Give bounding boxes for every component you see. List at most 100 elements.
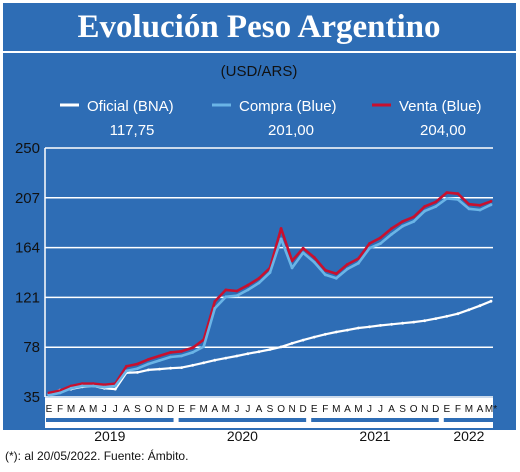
x-tick-label-27: A <box>344 404 351 415</box>
data-point-0-27 <box>346 328 349 332</box>
data-point-1-7 <box>125 369 128 373</box>
data-point-0-25 <box>323 332 327 336</box>
data-point-0-31 <box>390 322 393 326</box>
data-point-0-10 <box>158 367 161 371</box>
data-point-2-23 <box>301 246 305 250</box>
data-point-1-8 <box>136 367 139 370</box>
data-point-0-17 <box>235 354 239 358</box>
data-point-0-35 <box>434 317 438 320</box>
x-tick-label-11: D <box>167 404 174 415</box>
x-tick-label-5: J <box>102 404 107 415</box>
x-tick-label-3: A <box>79 404 86 415</box>
data-point-0-26 <box>334 330 338 334</box>
footnote: (*): al 20/05/2022. Fuente: Ámbito. <box>5 448 188 463</box>
x-tick-label-30: J <box>378 404 383 415</box>
data-point-2-9 <box>147 358 150 361</box>
data-point-1-9 <box>147 362 150 366</box>
data-point-1-0 <box>47 393 51 397</box>
data-point-0-23 <box>301 338 305 342</box>
data-point-2-10 <box>158 354 161 358</box>
y-tick-label-121: 121 <box>15 289 40 306</box>
data-point-1-17 <box>235 294 239 298</box>
data-point-2-35 <box>434 200 438 204</box>
data-point-2-34 <box>423 205 427 208</box>
data-point-1-2 <box>69 386 73 390</box>
x-tick-label-19: A <box>256 404 263 415</box>
data-point-2-17 <box>235 289 239 293</box>
data-point-2-7 <box>125 364 128 368</box>
data-point-1-21 <box>279 237 283 241</box>
x-tick-label-40: M* <box>485 404 497 415</box>
data-point-2-40 <box>489 199 493 203</box>
data-point-1-25 <box>323 273 327 277</box>
data-point-0-18 <box>246 352 250 356</box>
chart-title: Evolución Peso Argentino <box>77 9 440 45</box>
data-point-0-13 <box>191 363 195 367</box>
data-point-1-33 <box>412 220 416 223</box>
data-point-0-14 <box>202 361 206 365</box>
data-point-1-39 <box>478 208 482 212</box>
year-label-2021: 2021 <box>359 428 390 444</box>
data-point-0-20 <box>268 348 272 351</box>
data-point-2-8 <box>136 362 139 366</box>
x-tick-label-8: S <box>134 404 141 415</box>
axis-band <box>45 398 493 428</box>
data-point-1-3 <box>80 384 84 388</box>
x-tick-label-4: M <box>89 404 97 415</box>
data-point-0-16 <box>224 356 228 360</box>
x-tick-label-21: O <box>277 404 285 415</box>
legend: Oficial (BNA) 117,75 Compra (Blue) 201,0… <box>60 98 482 139</box>
data-point-0-29 <box>368 325 371 329</box>
x-tick-label-32: S <box>399 404 406 415</box>
x-tick-label-17: J <box>234 404 239 415</box>
data-point-0-36 <box>445 314 449 318</box>
data-point-0-9 <box>147 368 150 372</box>
x-tick-label-18: J <box>245 404 250 415</box>
data-point-2-28 <box>357 257 360 260</box>
x-tick-label-35: D <box>432 404 439 415</box>
data-point-1-23 <box>301 251 305 255</box>
data-point-2-0 <box>47 391 51 395</box>
data-point-1-30 <box>379 242 382 245</box>
year-label-2022: 2022 <box>453 428 484 444</box>
unit-label: (USD/ARS) <box>221 63 298 80</box>
y-tick-label-78: 78 <box>23 339 40 356</box>
year-label-2020: 2020 <box>227 428 258 444</box>
x-tick-label-39: A <box>477 404 484 415</box>
data-point-2-15 <box>213 300 217 303</box>
data-point-2-32 <box>401 220 404 223</box>
data-point-1-6 <box>113 384 117 388</box>
x-tick-label-31: A <box>388 404 395 415</box>
data-point-1-40 <box>489 203 493 207</box>
data-point-1-22 <box>290 266 294 270</box>
x-tick-label-25: F <box>322 404 328 415</box>
data-point-2-33 <box>412 215 416 219</box>
x-tick-label-16: M <box>222 404 230 415</box>
grid <box>44 147 493 398</box>
data-point-2-31 <box>390 227 393 230</box>
data-point-0-40 <box>489 299 493 303</box>
data-point-1-27 <box>346 267 349 271</box>
data-point-2-25 <box>323 268 327 272</box>
data-point-2-5 <box>102 383 106 387</box>
data-point-1-34 <box>423 209 427 213</box>
data-point-1-1 <box>58 391 62 395</box>
data-point-0-33 <box>412 320 416 324</box>
data-point-2-12 <box>180 349 184 353</box>
data-point-2-19 <box>257 276 261 280</box>
y-tick-label-250: 250 <box>15 140 40 157</box>
data-point-0-19 <box>257 350 261 354</box>
data-point-0-38 <box>467 308 471 312</box>
x-tick-label-0: E <box>46 404 53 415</box>
data-point-1-36 <box>445 197 449 200</box>
x-tick-label-14: M <box>200 404 208 415</box>
data-point-2-4 <box>91 382 95 386</box>
x-tick-label-33: O <box>410 404 418 415</box>
data-point-1-20 <box>268 271 272 274</box>
year-label-2019: 2019 <box>94 428 125 444</box>
legend-value-oficial: 117,75 <box>110 122 155 139</box>
data-point-0-34 <box>423 319 427 323</box>
x-tick-label-10: N <box>156 404 163 415</box>
data-point-0-39 <box>478 304 482 308</box>
